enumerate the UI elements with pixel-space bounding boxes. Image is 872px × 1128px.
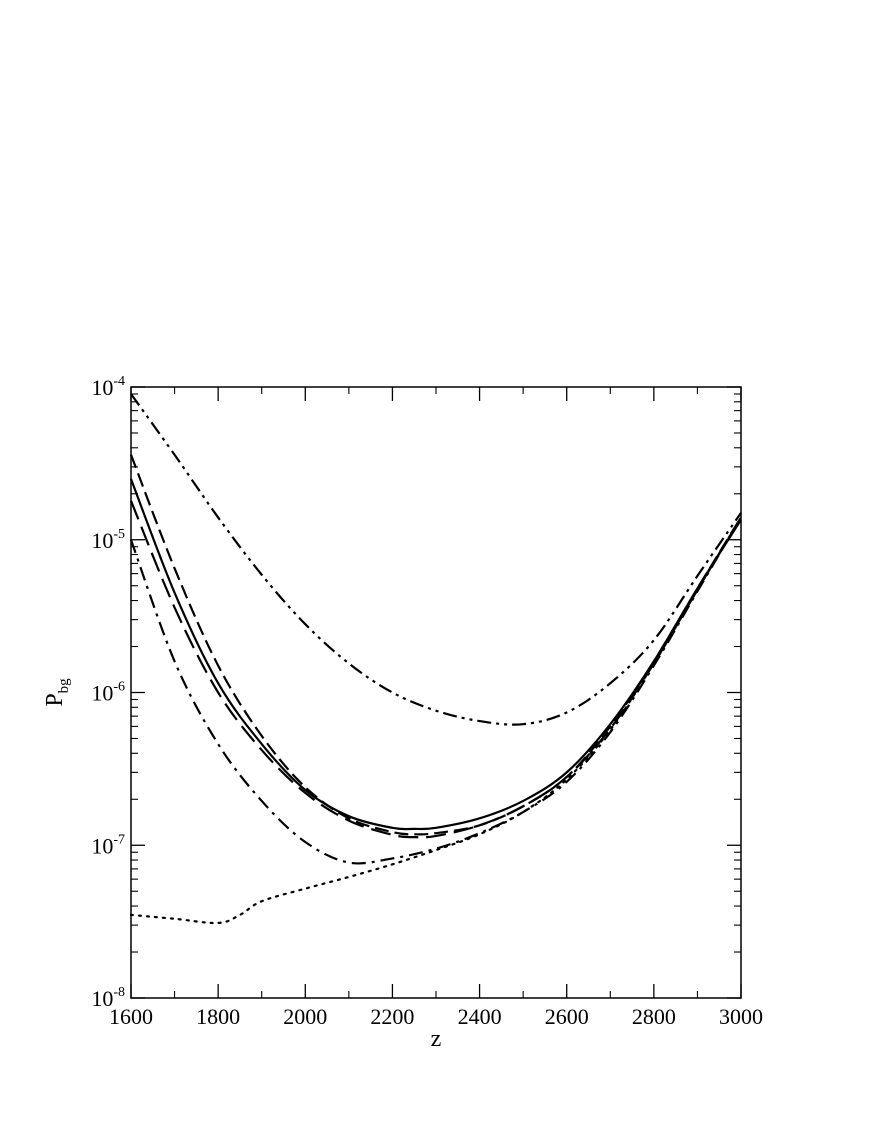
- y-axis-title: Pbg: [42, 678, 72, 707]
- tick-labels: 1600 1800 2000 2200 2400 2600 2800 3000 10-8 10-7…: [91, 374, 763, 1029]
- y-tick-label: 10-7: [91, 832, 125, 858]
- series-line-dash-long: [129, 500, 742, 839]
- y-tick-label: 10-6: [91, 680, 125, 706]
- y-tick-label: 10-5: [91, 527, 125, 553]
- series-line-dash: [129, 454, 742, 836]
- x-tick-label: 2200: [370, 1004, 414, 1029]
- x-tick-label: 3000: [719, 1004, 763, 1029]
- series-line-solid: [129, 478, 742, 831]
- x-axis-title: z: [431, 1026, 442, 1052]
- x-tick-label: 2800: [632, 1004, 676, 1029]
- x-tick-label: 1800: [196, 1004, 240, 1029]
- x-tick-label: 2000: [283, 1004, 327, 1029]
- y-tick-label: 10-8: [91, 985, 125, 1011]
- y-tick-label: 10-4: [91, 374, 125, 400]
- y-axis-title-main: P: [42, 693, 68, 706]
- x-tick-label: 1600: [109, 1004, 153, 1029]
- plot-frame: [130, 386, 742, 999]
- y-axis-title-subscript: bg: [56, 678, 72, 694]
- series-line-dash-dot-dot: [130, 393, 742, 726]
- series-layer: [129, 393, 743, 925]
- series-line-dot: [129, 516, 743, 925]
- x-tick-label: 2400: [458, 1004, 502, 1029]
- x-tick-label: 2600: [545, 1004, 589, 1029]
